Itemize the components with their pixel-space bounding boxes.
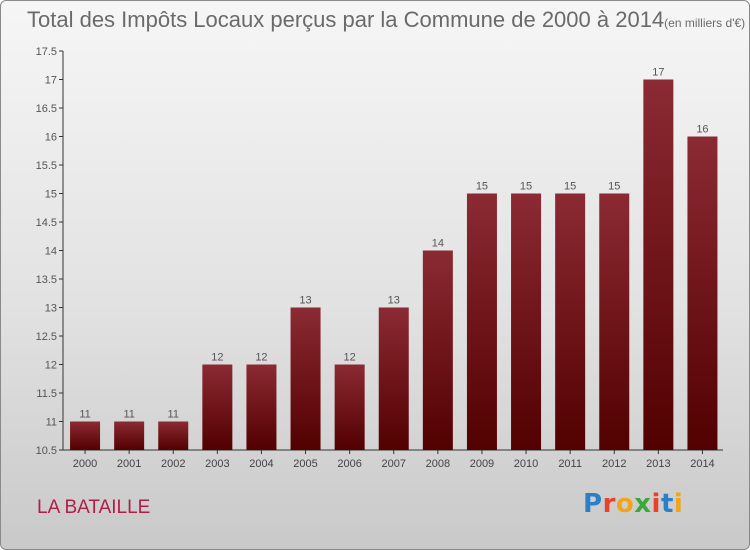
bar-2012 <box>599 193 630 450</box>
bar-value-label: 11 <box>123 409 134 421</box>
y-axis: 10.5 11 11.5 12 12.5 13 13.5 14 14.5 15 15.5 16 16.5… <box>36 46 64 457</box>
bar-value-label: 15 <box>520 181 532 193</box>
y-tick-label: 12.5 <box>36 331 57 343</box>
bar-value-label: 15 <box>564 181 576 193</box>
bar-2013 <box>643 79 674 450</box>
x-tick-label: 2008 <box>426 458 450 470</box>
x-tick-label: 2007 <box>382 458 406 470</box>
y-tick-label: 13 <box>45 303 57 315</box>
bar-value-labels: 11 11 11 12 12 13 12 13 14 15 15 15 15 17 16 <box>79 67 708 421</box>
x-tick-label: 2000 <box>73 458 97 470</box>
bar-value-label: 15 <box>476 181 488 193</box>
bar-value-label: 13 <box>388 295 400 307</box>
y-tick-label: 14.5 <box>36 217 57 229</box>
y-tick-label: 16 <box>45 132 57 144</box>
chart-title-unit: (en milliers d'€) <box>664 16 746 30</box>
x-tick-label: 2005 <box>293 458 317 470</box>
bar-2006 <box>334 364 365 450</box>
y-tick-label: 11.5 <box>36 388 57 400</box>
logo-letter: i <box>651 489 661 519</box>
y-tick-label: 15 <box>45 189 57 201</box>
bars <box>70 79 718 450</box>
bar-2011 <box>555 193 586 450</box>
bar-2001 <box>114 421 145 450</box>
x-tick-label: 2012 <box>602 458 626 470</box>
y-tick-label: 15.5 <box>36 160 57 172</box>
bar-value-label: 14 <box>432 238 444 250</box>
y-tick-label: 17.5 <box>36 46 57 58</box>
y-tick-label: 10.5 <box>36 445 57 457</box>
x-tick-label: 2010 <box>514 458 538 470</box>
x-axis: 2000 2001 2002 2003 2004 2005 2006 2007 2008 2009… <box>63 449 723 470</box>
bar-2005 <box>290 307 321 450</box>
bar-value-label: 15 <box>608 181 620 193</box>
logo-letter: r <box>602 489 616 519</box>
x-tick-label: 2001 <box>117 458 141 470</box>
bar-value-label: 11 <box>79 409 90 421</box>
y-tick-label: 16.5 <box>36 103 57 115</box>
logo-letter: o <box>615 489 635 519</box>
y-tick-label: 14 <box>45 246 57 258</box>
y-tick-label: 12 <box>45 360 57 372</box>
x-tick-label: 2004 <box>249 458 273 470</box>
x-tick-label: 2011 <box>558 458 582 470</box>
y-tick-label: 11 <box>46 417 57 429</box>
bar-2014 <box>687 136 718 450</box>
logo-letter: i <box>673 489 684 519</box>
logo-letter: x <box>634 489 652 519</box>
bar-value-label: 12 <box>344 352 356 364</box>
bar-value-label: 16 <box>696 124 708 136</box>
bar-value-label: 17 <box>652 67 664 79</box>
bar-2004 <box>246 364 277 450</box>
logo-letter: t <box>660 489 674 519</box>
proxiti-logo: Proxiti <box>583 489 683 519</box>
y-tick-label: 17 <box>45 75 57 87</box>
bar-value-label: 13 <box>299 295 311 307</box>
x-tick-label: 2013 <box>646 458 670 470</box>
x-tick-label: 2009 <box>470 458 494 470</box>
x-tick-label: 2003 <box>205 458 229 470</box>
bar-value-label: 12 <box>211 352 223 364</box>
logo-letter: P <box>583 489 603 519</box>
chart-title: Total des Impôts Locaux perçus par la Co… <box>27 7 745 33</box>
bar-value-label: 12 <box>255 352 267 364</box>
x-tick-label: 2006 <box>337 458 361 470</box>
bar-2003 <box>202 364 233 450</box>
commune-name: LA BATAILLE <box>37 497 151 518</box>
bar-2010 <box>511 193 542 450</box>
bar-2002 <box>158 421 189 450</box>
bar-value-label: 11 <box>168 409 179 421</box>
bar-2007 <box>378 307 409 450</box>
bar-2008 <box>422 250 453 450</box>
x-tick-label: 2002 <box>161 458 185 470</box>
chart-title-main: Total des Impôts Locaux perçus par la Co… <box>27 7 665 32</box>
x-tick-label: 2014 <box>690 458 714 470</box>
bar-2000 <box>70 421 101 450</box>
y-tick-label: 13.5 <box>36 274 57 286</box>
bar-2009 <box>466 193 497 450</box>
